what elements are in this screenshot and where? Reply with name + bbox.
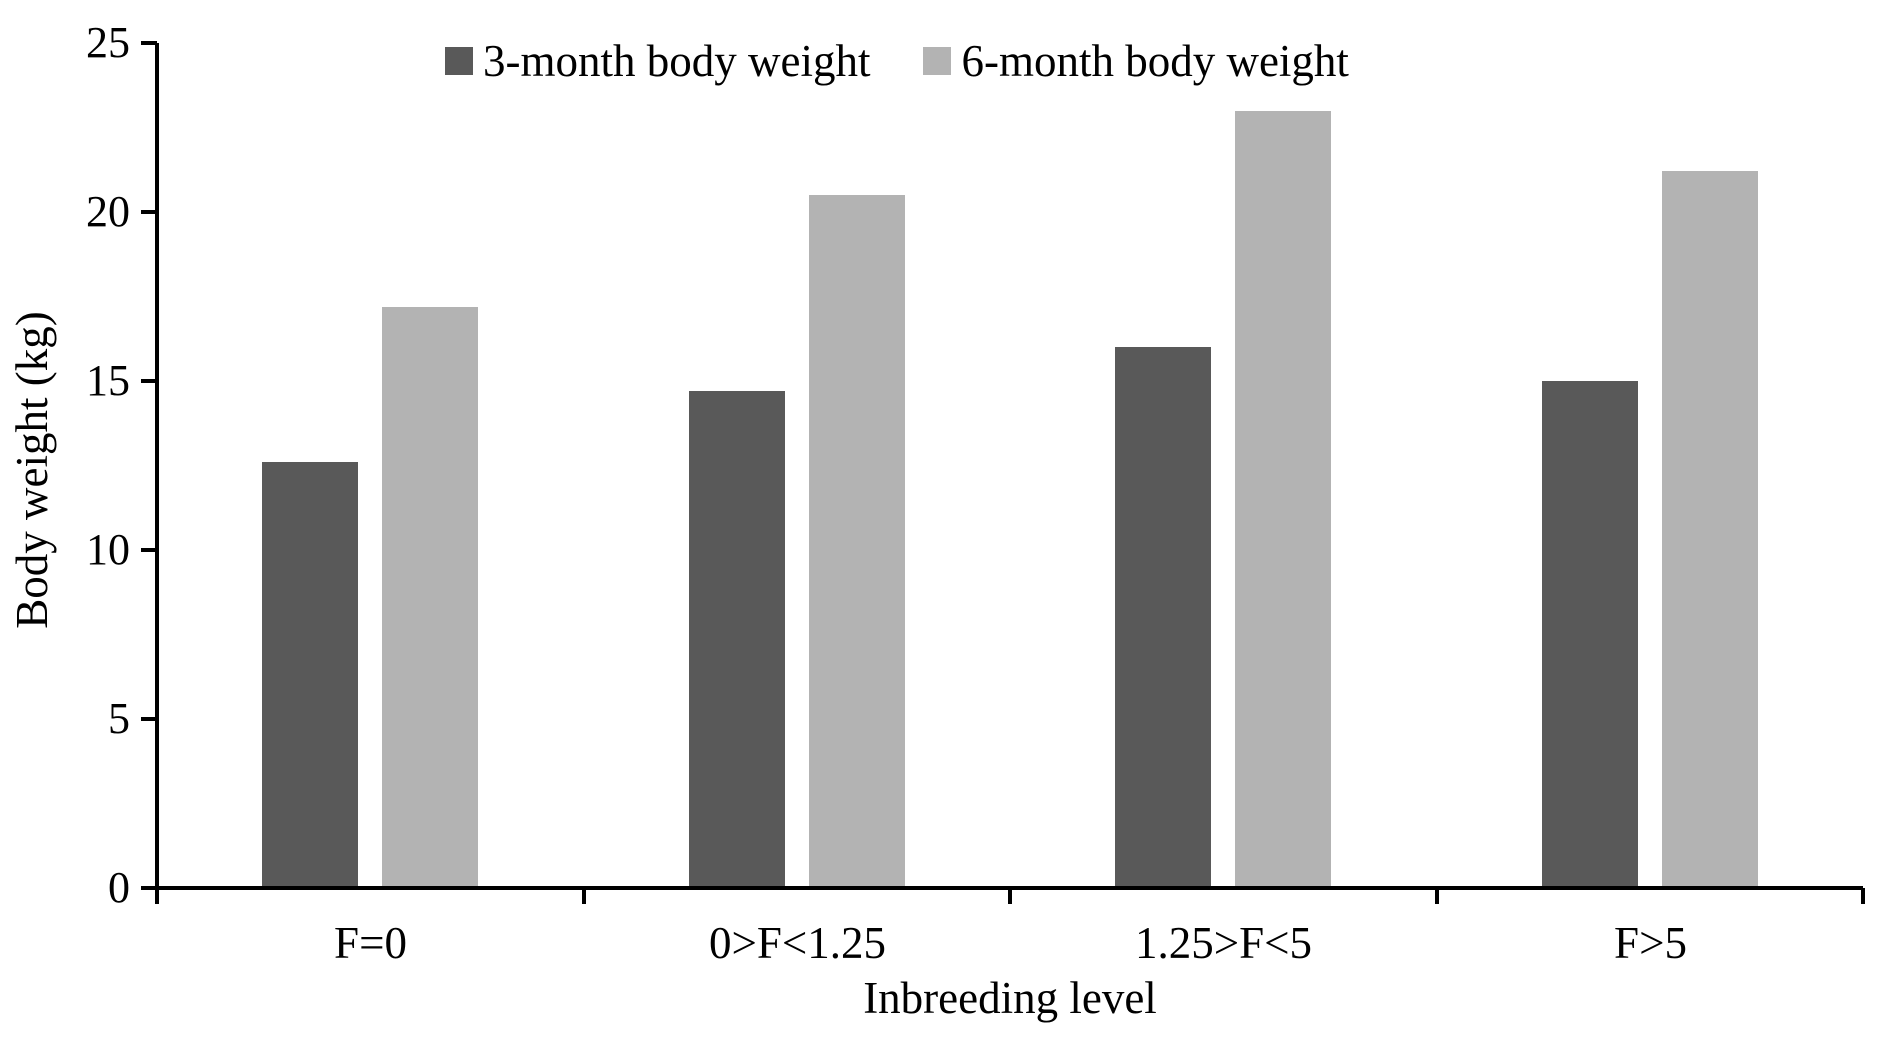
legend-item-6-month: 6-month body weight	[923, 34, 1349, 88]
legend-item-3-month: 3-month body weight	[445, 34, 870, 88]
y-tick-label-0: 0	[108, 863, 130, 912]
bar-series1-cat3	[1662, 171, 1758, 888]
bar-series1-cat2	[1235, 111, 1331, 888]
legend-swatch-6-month	[923, 47, 952, 75]
y-tick-mark-20	[141, 210, 157, 214]
y-tick-mark-10	[141, 548, 157, 552]
bar-series0-cat1	[689, 391, 785, 888]
x-tick-mark-3	[1434, 888, 1439, 904]
bar-series0-cat2	[1115, 347, 1211, 888]
y-tick-label-10: 10	[86, 525, 130, 574]
x-axis-title: Inbreeding level	[863, 973, 1157, 1023]
x-tick-mark-1	[581, 888, 586, 904]
y-axis-line	[155, 43, 159, 902]
x-category-label-2: 1.25>F<5	[1134, 918, 1313, 968]
legend-swatch-3-month	[445, 47, 473, 75]
x-tick-mark-4	[1861, 888, 1865, 904]
y-tick-mark-25	[141, 41, 157, 45]
x-tick-mark-2	[1008, 888, 1012, 904]
legend-label-3-month: 3-month body weight	[483, 36, 871, 86]
bar-series1-cat1	[809, 195, 905, 888]
y-tick-label-15: 15	[86, 356, 130, 405]
bar-series1-cat0	[382, 307, 478, 888]
legend-label-6-month: 6-month body weight	[961, 36, 1349, 86]
y-tick-mark-5	[141, 717, 157, 721]
bar-series0-cat0	[262, 462, 358, 888]
y-tick-label-5: 5	[108, 694, 130, 743]
y-tick-label-25: 25	[86, 18, 130, 67]
x-category-label-0: F=0	[334, 918, 407, 968]
x-axis-line	[141, 886, 1863, 890]
y-tick-label-20: 20	[86, 187, 130, 236]
x-category-label-1: 0>F<1.25	[708, 918, 887, 968]
legend: 3-month body weight 6-month body weight	[445, 34, 1349, 88]
x-category-label-3: F>5	[1614, 918, 1687, 968]
y-tick-mark-15	[141, 379, 157, 383]
bar-series0-cat3	[1542, 381, 1638, 888]
